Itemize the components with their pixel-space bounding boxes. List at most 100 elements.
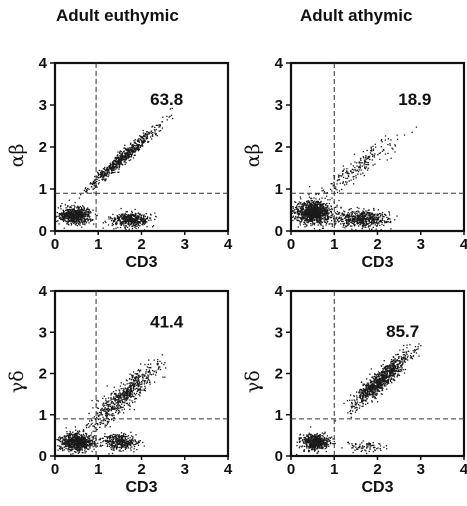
dot — [301, 206, 303, 208]
dot — [338, 179, 340, 181]
dot — [76, 432, 78, 434]
dot — [141, 220, 143, 222]
dot — [390, 221, 392, 224]
dot — [125, 217, 127, 220]
dot — [303, 201, 305, 204]
dot — [131, 214, 133, 216]
dot — [85, 433, 88, 435]
dot — [100, 170, 102, 172]
dot — [144, 375, 146, 377]
dot — [85, 427, 88, 429]
dot — [366, 217, 368, 219]
dot — [70, 212, 72, 214]
dot — [293, 211, 295, 214]
dot — [381, 141, 383, 143]
dot — [58, 223, 60, 225]
dot — [371, 153, 373, 155]
dot — [133, 144, 135, 146]
dot — [74, 215, 76, 217]
dot — [95, 181, 97, 183]
dot — [86, 209, 88, 211]
dot — [99, 176, 102, 178]
dot — [294, 212, 297, 214]
dot — [79, 447, 81, 449]
dot — [104, 404, 106, 406]
dot — [125, 149, 127, 151]
dot — [73, 218, 75, 220]
dot — [138, 393, 140, 396]
dot — [83, 189, 85, 192]
dot — [346, 215, 348, 217]
y-axis-label: αβ — [6, 143, 28, 167]
dot — [122, 391, 125, 393]
dot — [149, 217, 151, 219]
dot — [118, 450, 120, 452]
dot — [119, 160, 122, 162]
dot — [106, 417, 108, 419]
dot — [335, 213, 337, 215]
dot — [131, 148, 133, 151]
dot — [128, 147, 131, 149]
dot — [281, 207, 282, 208]
dot — [381, 150, 384, 152]
dot — [331, 214, 333, 216]
dot — [60, 446, 62, 449]
dot — [111, 408, 113, 410]
dot — [82, 209, 84, 211]
dot — [146, 135, 148, 137]
dot — [64, 446, 66, 448]
dot — [129, 394, 131, 397]
dot — [346, 214, 348, 216]
dot — [94, 186, 97, 189]
dot — [362, 156, 364, 158]
dot — [170, 114, 173, 116]
dot — [296, 219, 299, 222]
dot — [85, 212, 87, 214]
dot — [137, 444, 140, 446]
dot — [93, 448, 95, 450]
dot — [312, 213, 315, 215]
dot — [139, 392, 142, 394]
dot — [351, 216, 353, 218]
dot — [101, 174, 103, 177]
dot — [143, 380, 145, 382]
dot — [329, 208, 331, 211]
dot — [100, 442, 102, 444]
dot — [58, 437, 60, 439]
dot — [116, 223, 118, 225]
dot — [109, 172, 111, 174]
dot — [134, 224, 136, 226]
dot — [146, 381, 149, 384]
dot — [58, 216, 60, 218]
dot — [128, 394, 130, 396]
dot — [341, 212, 344, 214]
dot — [85, 450, 87, 453]
dot — [134, 142, 137, 144]
dot — [79, 222, 82, 224]
dot — [302, 203, 304, 205]
dot — [319, 233, 320, 234]
dot — [125, 228, 127, 231]
dot — [99, 414, 101, 416]
dot — [136, 383, 139, 385]
dot — [105, 170, 107, 172]
dot — [138, 376, 141, 378]
dot — [68, 208, 71, 210]
dot — [139, 221, 142, 223]
dot — [130, 215, 132, 217]
dot — [314, 205, 316, 207]
dot — [58, 447, 61, 450]
dot — [352, 217, 354, 220]
dot — [341, 218, 343, 221]
dot — [121, 406, 123, 409]
dot — [308, 209, 311, 212]
dot — [57, 449, 59, 451]
dot — [312, 222, 314, 224]
dot — [300, 212, 302, 214]
dot — [358, 165, 360, 168]
dot — [98, 169, 100, 172]
dot — [372, 164, 374, 166]
dot — [107, 169, 110, 171]
dot — [301, 207, 303, 210]
dot — [369, 155, 371, 157]
